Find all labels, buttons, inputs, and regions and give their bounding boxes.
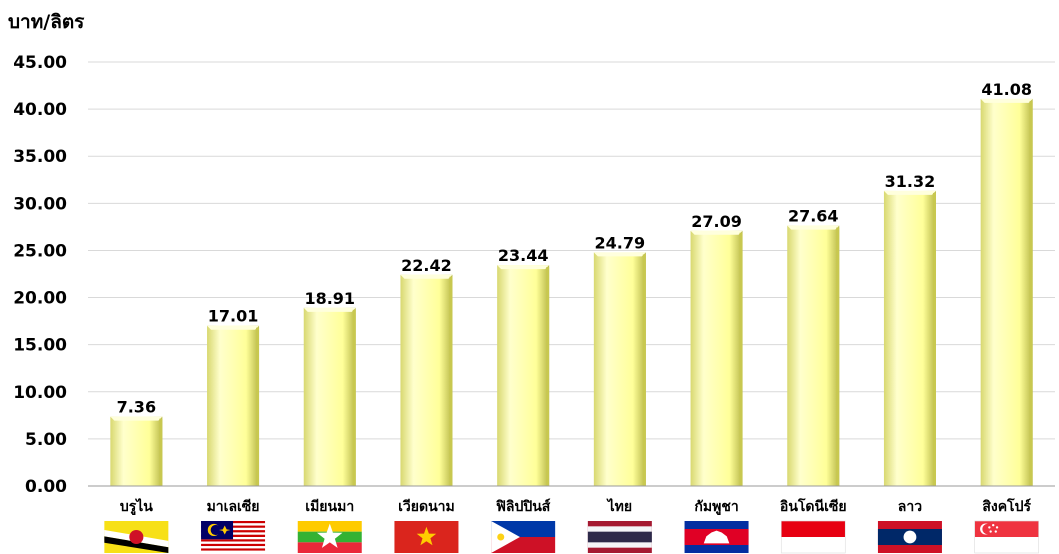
bar	[593, 252, 646, 486]
bar-top-bevel	[207, 325, 260, 330]
y-tick-label: 45.00	[13, 53, 67, 73]
thailand-flag-icon	[587, 521, 652, 553]
laos-flag-icon	[877, 521, 942, 553]
y-tick-label: 25.00	[13, 241, 67, 261]
bar-body	[883, 190, 936, 486]
bar-edge-shadow	[352, 309, 356, 486]
bar-edge-shadow	[449, 276, 453, 486]
bar-top-bevel	[110, 416, 163, 421]
bar	[400, 274, 453, 486]
data-label: 41.08	[981, 80, 1032, 99]
y-axis-ticks: 0.00 5.00 10.00 15.00 20.00 25.00 30.00 35.00 40…	[13, 53, 67, 497]
singapore-flag-icon	[974, 520, 1039, 554]
bar-body	[593, 252, 646, 486]
bar-edge-shadow	[642, 254, 646, 486]
philippines-flag-icon	[491, 521, 556, 553]
bar	[883, 190, 936, 486]
data-label: 27.09	[691, 212, 742, 231]
bar-body	[787, 225, 840, 487]
bar-edge-shadow	[1029, 100, 1033, 486]
y-tick-label: 40.00	[13, 100, 67, 120]
x-tick-label: บรูไน	[120, 497, 153, 515]
x-tick-label: กัมพูชา	[694, 499, 738, 515]
data-label: 23.44	[498, 246, 549, 265]
y-tick-label: 30.00	[13, 194, 67, 214]
x-axis-categories: บรูไน มาเลเซีย เมียนมา เวียดนาม ฟิลิปปินส์ ไท…	[120, 497, 1032, 515]
data-label: 22.42	[401, 256, 452, 275]
bar-body	[980, 98, 1033, 486]
bar	[787, 225, 840, 487]
bar-edge-shadow	[932, 192, 936, 486]
bar	[690, 230, 743, 486]
bar-top-bevel	[787, 225, 840, 230]
bar-edge-shadow	[159, 418, 163, 486]
data-label: 24.79	[595, 233, 646, 252]
x-tick-label: เมียนมา	[305, 499, 354, 515]
x-tick-label: ฟิลิปปินส์	[495, 498, 551, 515]
bar-body	[110, 416, 163, 486]
data-label: 7.36	[117, 398, 156, 417]
x-tick-label: เวียดนาม	[398, 499, 455, 515]
myanmar-flag-icon	[297, 521, 362, 553]
y-tick-label: 20.00	[13, 289, 67, 309]
indonesia-flag-icon	[780, 520, 846, 554]
data-label: 17.01	[208, 307, 259, 326]
bar-edge-shadow	[739, 232, 743, 486]
x-tick-label: ลาว	[898, 499, 922, 515]
bar-top-bevel	[303, 307, 356, 312]
y-axis-unit-label: บาท/ลิตร	[8, 11, 85, 33]
brunei-flag-icon	[104, 521, 169, 553]
y-tick-label: 35.00	[13, 147, 67, 167]
bar-top-bevel	[400, 274, 453, 279]
bars	[110, 98, 1033, 487]
x-tick-label: สิงคโปร์	[982, 497, 1032, 515]
bar-body	[400, 274, 453, 486]
bar	[207, 325, 260, 486]
bar	[497, 265, 550, 486]
bar-top-bevel	[593, 252, 646, 257]
data-label: 18.91	[304, 289, 355, 308]
cambodia-flag-icon	[684, 521, 749, 553]
bar-body	[497, 265, 550, 486]
y-tick-label: 15.00	[13, 336, 67, 356]
bar-edge-shadow	[836, 227, 840, 487]
bar-top-bevel	[883, 190, 936, 195]
bar	[110, 416, 163, 486]
bar-top-bevel	[497, 265, 550, 270]
vietnam-flag-icon	[394, 521, 459, 553]
malaysia-flag-icon	[201, 521, 266, 553]
bar-top-bevel	[690, 230, 743, 235]
bar-top-bevel	[980, 98, 1033, 103]
bar-edge-shadow	[256, 327, 260, 486]
bar-edge-shadow	[546, 267, 550, 486]
x-tick-label: ไทย	[606, 497, 632, 515]
x-tick-label: มาเลเซีย	[207, 499, 260, 515]
y-tick-label: 10.00	[13, 383, 67, 403]
x-tick-label: อินโดนีเซีย	[779, 497, 846, 515]
data-label: 27.64	[788, 207, 839, 226]
data-label: 31.32	[885, 172, 936, 191]
bar-body	[690, 230, 743, 486]
bar-body	[303, 307, 356, 486]
bar-body	[207, 325, 260, 486]
bar	[303, 307, 356, 486]
data-labels: 7.36 17.01 18.91 22.42 23.44 24.79 27.09 27.64 3…	[117, 80, 1032, 417]
country-flags	[104, 520, 1039, 554]
bar	[980, 98, 1033, 486]
y-tick-label: 5.00	[25, 430, 67, 450]
y-tick-label: 0.00	[25, 477, 67, 497]
